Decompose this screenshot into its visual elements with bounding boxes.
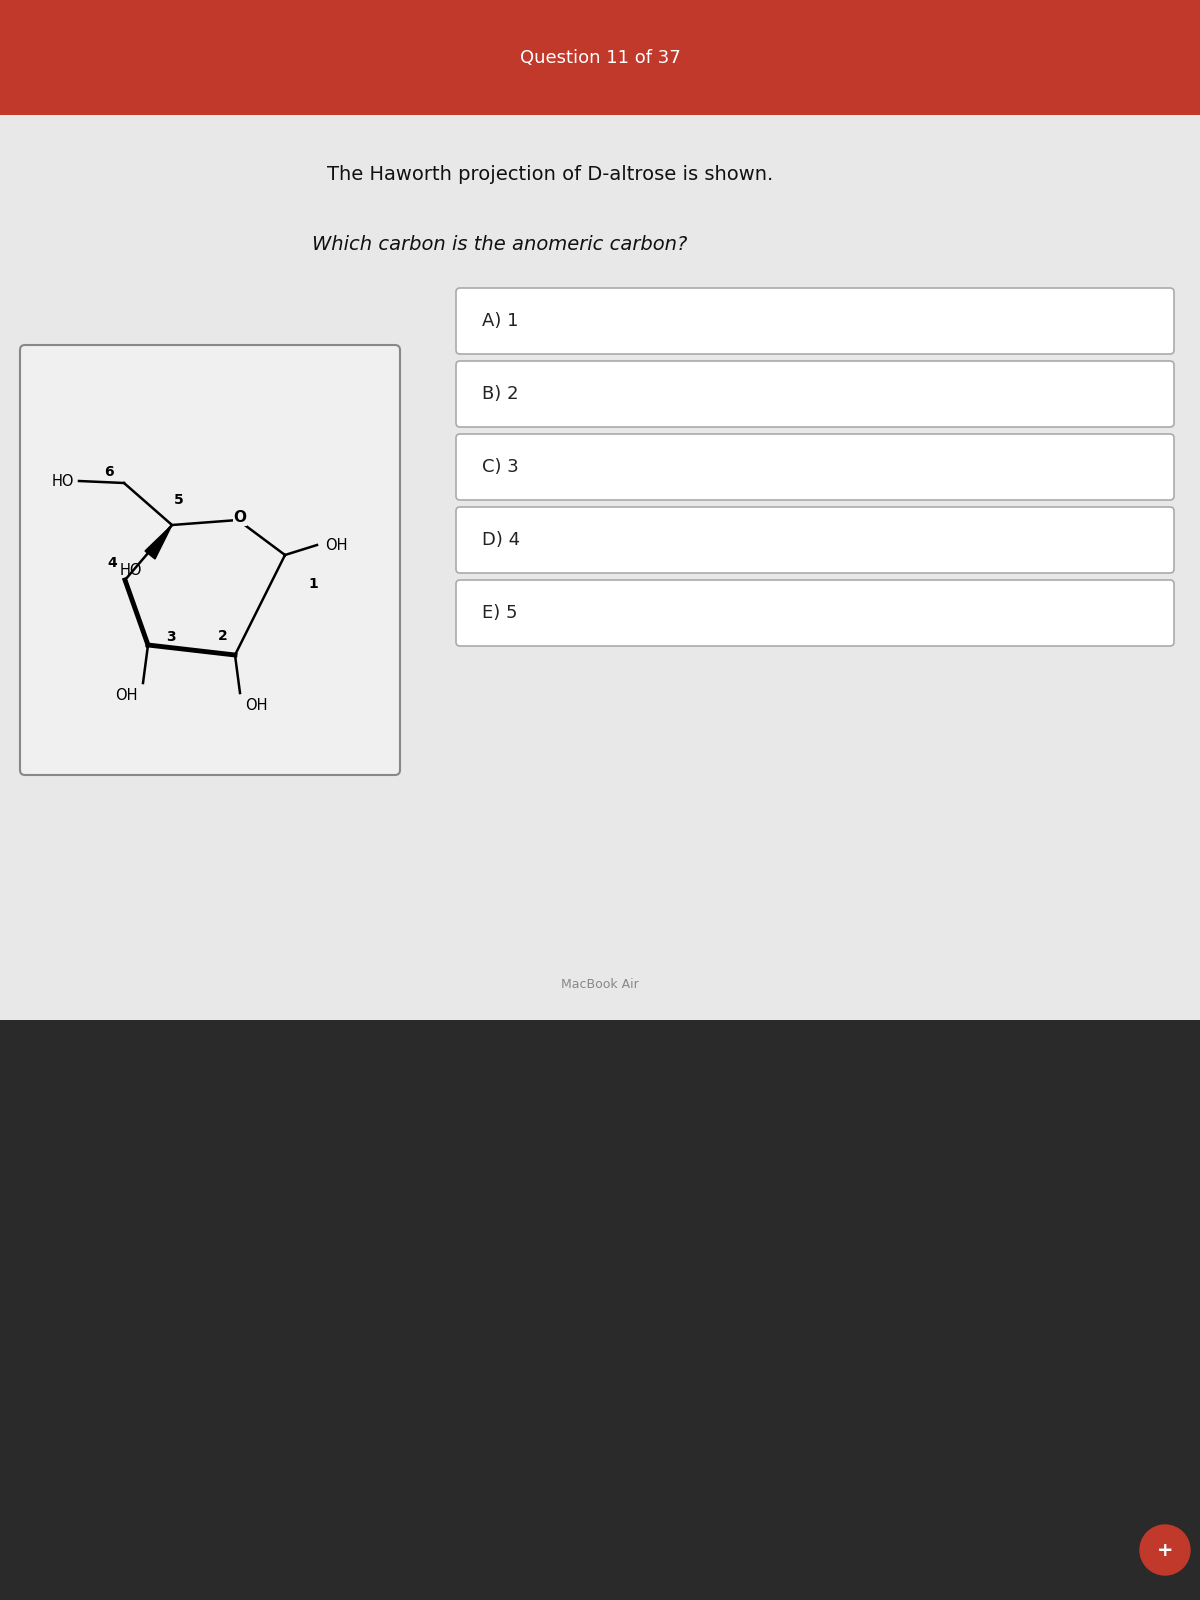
Text: Question 11 of 37: Question 11 of 37 (520, 50, 680, 67)
FancyBboxPatch shape (456, 579, 1174, 646)
Text: HO: HO (120, 563, 142, 578)
Text: B) 2: B) 2 (482, 386, 518, 403)
FancyBboxPatch shape (0, 0, 1200, 115)
Text: C) 3: C) 3 (482, 458, 518, 477)
FancyBboxPatch shape (456, 288, 1174, 354)
Text: HO: HO (52, 474, 74, 488)
FancyBboxPatch shape (0, 1021, 1200, 1600)
Text: 2: 2 (218, 629, 228, 643)
Text: 1: 1 (308, 578, 318, 590)
Text: OH: OH (325, 538, 348, 552)
Text: The Haworth projection of D-altrose is shown.: The Haworth projection of D-altrose is s… (326, 165, 773, 184)
Text: OH: OH (245, 698, 268, 714)
Text: 3: 3 (166, 630, 175, 643)
Text: 5: 5 (174, 493, 184, 507)
Polygon shape (145, 525, 172, 558)
Text: 6: 6 (104, 466, 114, 478)
Text: +: + (1157, 1541, 1174, 1560)
Text: A) 1: A) 1 (482, 312, 518, 330)
Text: OH: OH (115, 688, 138, 702)
FancyBboxPatch shape (0, 115, 1200, 1600)
Text: D) 4: D) 4 (482, 531, 520, 549)
FancyBboxPatch shape (456, 362, 1174, 427)
FancyBboxPatch shape (20, 346, 400, 774)
Text: E) 5: E) 5 (482, 605, 517, 622)
FancyBboxPatch shape (456, 507, 1174, 573)
Text: O: O (234, 510, 246, 525)
Text: Which carbon is the anomeric carbon?: Which carbon is the anomeric carbon? (312, 235, 688, 254)
Text: 4: 4 (107, 557, 118, 570)
FancyBboxPatch shape (456, 434, 1174, 499)
Circle shape (1140, 1525, 1190, 1574)
Text: MacBook Air: MacBook Air (562, 979, 638, 992)
